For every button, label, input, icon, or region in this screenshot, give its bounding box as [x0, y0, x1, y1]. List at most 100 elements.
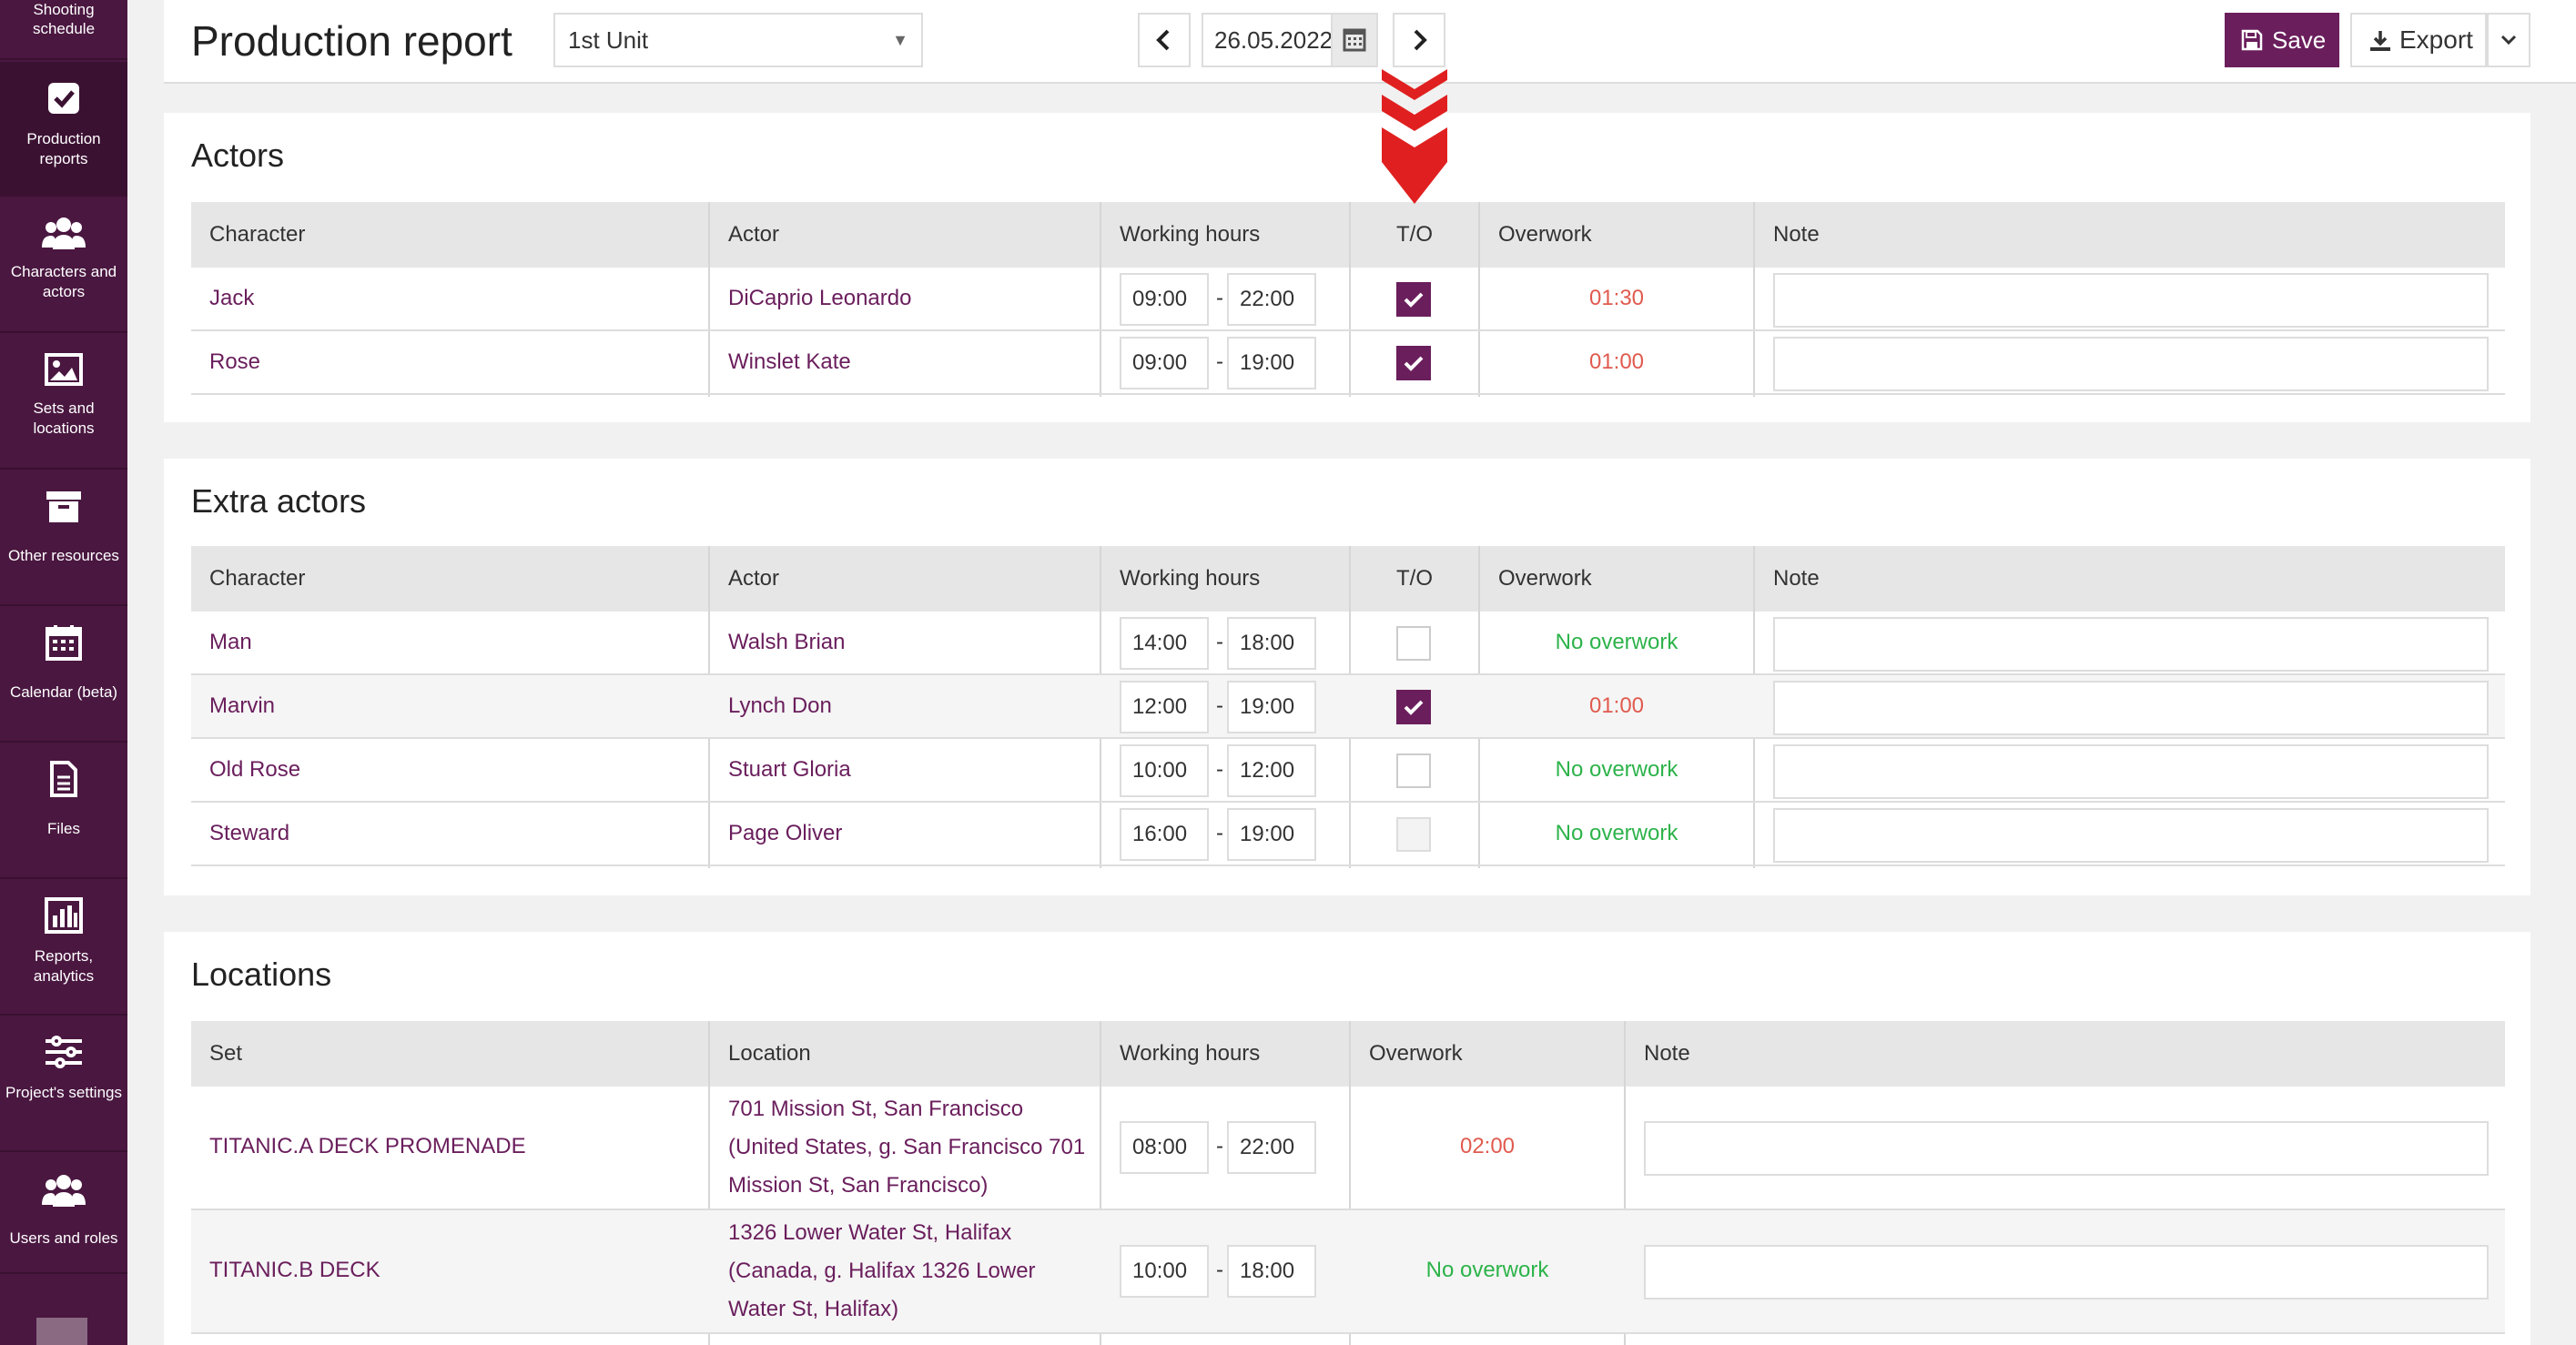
table-row: Rose Winslet Kate 09:00 - 19:00 01:00: [191, 331, 2505, 395]
actor-link[interactable]: Walsh Brian: [728, 630, 846, 654]
end-time-input[interactable]: 19:00: [1227, 681, 1316, 733]
sidebar-item-sets-and-locations[interactable]: Sets and locations: [0, 335, 127, 470]
end-time-input[interactable]: 19:00: [1227, 337, 1316, 389]
page-header: Production report 1st Unit ▼ 26.05.2022 …: [164, 0, 2576, 84]
start-time-input[interactable]: 09:00: [1120, 273, 1209, 326]
end-time-input[interactable]: 22:00: [1227, 273, 1316, 326]
note-input[interactable]: [1644, 1121, 2489, 1176]
overwork-value: 01:30: [1588, 286, 1645, 310]
note-input[interactable]: [1773, 273, 2489, 328]
note-input[interactable]: [1773, 617, 2489, 672]
unit-select-value: 1st Unit: [568, 26, 649, 54]
sidebar-item-shooting-schedule[interactable]: Shooting schedule: [0, 0, 127, 60]
column-header: Note: [1773, 566, 1820, 591]
actor-link[interactable]: DiCaprio Leonardo: [728, 286, 912, 310]
end-time-input[interactable]: 18:00: [1227, 617, 1316, 670]
sidebar-item-other-resources[interactable]: Other resources: [0, 471, 127, 606]
sidebar-item-label: Reports, analytics: [33, 947, 95, 985]
start-time-input[interactable]: 16:00: [1120, 808, 1209, 861]
time-separator: -: [1216, 630, 1223, 654]
locations-section-title: Locations: [191, 956, 332, 993]
time-separator: -: [1216, 693, 1223, 718]
sidebar-item-calendar[interactable]: Calendar (beta): [0, 608, 127, 743]
extra-actors-table: Character Actor Working hours T/O Overwo…: [191, 546, 2505, 868]
end-time-input[interactable]: 12:00: [1227, 744, 1316, 797]
note-input[interactable]: [1773, 744, 2489, 799]
sidebar-item-label: Files: [47, 820, 80, 837]
set-link[interactable]: TITANIC.B DECK: [209, 1258, 380, 1282]
column-header: Working hours: [1120, 566, 1261, 591]
calendar-button[interactable]: [1331, 13, 1378, 67]
column-header: Note: [1644, 1041, 1690, 1066]
actor-link[interactable]: Lynch Don: [728, 693, 832, 718]
table-header: Character Actor Working hours T/O Overwo…: [191, 202, 2505, 268]
table-row: TITANIC.A DECK PROMENADE 701 Mission St,…: [191, 1087, 2505, 1210]
character-link[interactable]: Jack: [209, 286, 255, 310]
table-row: Old Rose Stuart Gloria 10:00 - 12:00 No …: [191, 739, 2505, 803]
start-time-input[interactable]: 10:00: [1120, 1245, 1209, 1298]
end-time-input[interactable]: 18:00: [1227, 1245, 1316, 1298]
note-input[interactable]: [1773, 808, 2489, 863]
calendar-grid-icon: [46, 625, 82, 661]
character-link[interactable]: Marvin: [209, 693, 276, 718]
next-date-button[interactable]: [1393, 13, 1445, 67]
character-link[interactable]: Man: [209, 630, 252, 654]
start-time-input[interactable]: 14:00: [1120, 617, 1209, 670]
sidebar-item-files[interactable]: Files: [0, 744, 127, 879]
sidebar-item-users-and-roles[interactable]: Users and roles: [0, 1154, 127, 1274]
to-checkbox[interactable]: [1396, 282, 1431, 317]
actors-section-title: Actors: [191, 137, 285, 174]
sliders-icon: [46, 1036, 82, 1068]
export-dropdown-toggle[interactable]: [2487, 13, 2530, 67]
start-time-input[interactable]: 08:00: [1120, 1121, 1209, 1174]
overwork-value: No overwork: [1555, 630, 1678, 654]
sidebar-item-label: Sets and locations: [33, 399, 95, 437]
sidebar-item-characters-and-actors[interactable]: Characters and actors: [0, 198, 127, 333]
actor-link[interactable]: Stuart Gloria: [728, 757, 851, 782]
note-input[interactable]: [1773, 337, 2489, 391]
start-time-input[interactable]: 12:00: [1120, 681, 1209, 733]
sidebar-item-project-settings[interactable]: Project's settings: [0, 1017, 127, 1152]
to-checkbox[interactable]: [1396, 753, 1431, 788]
end-time-input[interactable]: 22:00: [1227, 1121, 1316, 1174]
start-time-input[interactable]: 10:00: [1120, 744, 1209, 797]
archive-box-icon: [46, 491, 81, 522]
to-checkbox[interactable]: [1396, 626, 1431, 661]
sidebar-item-label: Project's settings: [5, 1084, 122, 1101]
sidebar-item-reports-analytics[interactable]: Reports, analytics: [0, 881, 127, 1016]
actor-link[interactable]: Winslet Kate: [728, 349, 851, 374]
time-separator: -: [1216, 349, 1223, 374]
export-button[interactable]: Export: [2350, 13, 2487, 67]
character-link[interactable]: Old Rose: [209, 757, 301, 782]
set-link[interactable]: TITANIC.A DECK PROMENADE: [209, 1134, 526, 1158]
start-time-input[interactable]: 09:00: [1120, 337, 1209, 389]
note-input[interactable]: [1773, 681, 2489, 735]
table-header: Set Location Working hours Overwork Note: [191, 1021, 2505, 1087]
to-checkbox[interactable]: [1396, 817, 1431, 852]
character-link[interactable]: Rose: [209, 349, 261, 374]
unit-select[interactable]: 1st Unit ▼: [553, 13, 923, 67]
to-checkbox[interactable]: [1396, 346, 1431, 380]
actor-link[interactable]: Page Oliver: [728, 821, 843, 845]
users-icon: [42, 1175, 86, 1207]
location-link[interactable]: 1326 Lower Water St, Halifax (Canada, g.…: [728, 1214, 1092, 1329]
to-checkbox[interactable]: [1396, 690, 1431, 724]
file-icon: [50, 761, 77, 797]
column-header: Actor: [728, 222, 780, 247]
download-icon: [2370, 31, 2390, 51]
location-link[interactable]: 701 Mission St, San Francisco (United St…: [728, 1090, 1092, 1205]
column-header: Overwork: [1498, 566, 1592, 591]
character-link[interactable]: Steward: [209, 821, 290, 845]
check-icon: [1404, 356, 1424, 371]
save-button[interactable]: Save: [2225, 13, 2339, 67]
column-header: Character: [209, 222, 306, 247]
location-line: 701 Mission St, San Francisco: [728, 1097, 1024, 1121]
caret-down-icon: ▼: [892, 31, 908, 49]
locations-section: Locations Set Location Working hours Ove…: [164, 932, 2530, 1345]
note-input[interactable]: [1644, 1245, 2489, 1299]
end-time-input[interactable]: 19:00: [1227, 808, 1316, 861]
sidebar: Shooting schedule Production reports Cha…: [0, 0, 127, 1345]
location-line: (Canada, g. Halifax 1326 Lower: [728, 1259, 1036, 1283]
prev-date-button[interactable]: [1138, 13, 1191, 67]
sidebar-item-production-reports[interactable]: Production reports: [0, 62, 127, 197]
